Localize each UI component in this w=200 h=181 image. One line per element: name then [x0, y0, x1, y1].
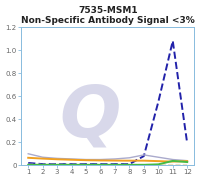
Title: 7535-MSM1
Non-Specific Antibody Signal <3%: 7535-MSM1 Non-Specific Antibody Signal <…	[21, 6, 195, 25]
Text: Q: Q	[60, 82, 121, 151]
